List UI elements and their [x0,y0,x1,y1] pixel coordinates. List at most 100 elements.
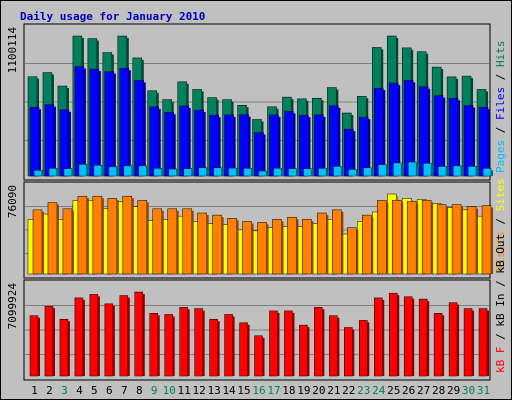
bar-hits-files-day-17-shade [278,116,281,176]
x-tick-label-1: 1 [31,384,38,397]
bar-sites-sites-day-16 [257,222,267,275]
bar-hits-pages-day-30-shade [476,168,479,176]
bar-hits-files-day-20-shade [323,116,326,176]
legend-entry-kb-f: kB F [494,347,507,374]
bar-kbytes-kb-f-day-1 [29,315,39,377]
bar-kbytes-kb-f-day-24-shade [382,299,385,376]
x-tick-label-2: 2 [46,384,53,397]
bar-hits-pages-day-25-shade [401,164,404,176]
legend-separator: / [494,274,507,294]
bar-sites-sites-day-30 [466,206,477,275]
bar-hits-pages-day-26-shade [416,164,419,176]
bar-kbytes-kb-f-day-12 [194,308,203,377]
y-axis-max-label: 76090 [6,185,19,218]
bar-hits-pages-day-21-shade [341,168,344,176]
bar-hits-pages-day-10-shade [176,171,179,176]
legend-sites: Visits / Sites [494,178,507,271]
bar-hits-files-day-21 [329,105,339,177]
bar-kbytes-kb-f-day-9 [149,313,158,377]
bar-kbytes-kb-f-day-27 [418,298,428,377]
bar-sites-sites-day-5 [92,195,103,275]
bar-hits-pages-day-3-shade [71,170,74,176]
x-tick-label-5: 5 [91,384,98,397]
bar-hits-files-day-22-shade [353,131,356,176]
bar-hits-pages-day-27 [422,163,432,177]
legend-separator: / [494,327,507,347]
bar-sites-sites-day-14 [227,218,237,275]
bar-sites-sites-day-15 [242,221,252,275]
x-tick-label-17: 17 [267,384,280,397]
bar-sites-sites-day-25-shade [401,202,404,274]
bar-hits-pages-day-24-shade [386,166,389,176]
bar-hits-files-day-6 [104,71,115,177]
bar-hits-pages-day-3 [63,168,73,177]
bar-hits-files-day-8 [134,80,145,177]
bar-sites-sites-day-22 [347,227,357,275]
bar-sites-sites-day-12-shade [206,215,209,274]
bar-hits-pages-day-13 [213,167,222,177]
bar-kbytes-kb-f-day-23-shade [367,322,370,376]
legend-entry-kb-in: kB In [494,294,507,327]
bar-sites-sites-day-26-shade [416,203,419,274]
bar-hits-pages-day-19-shade [311,170,314,176]
bar-kbytes-kb-f-day-16-shade [262,337,265,376]
bar-hits-files-day-15 [239,114,249,177]
bar-kbytes-kb-f-day-20 [314,307,323,377]
bar-hits-pages-day-16 [258,170,267,177]
bar-kbytes-kb-f-day-12-shade [202,310,205,376]
bar-kbytes-kb-f-day-25-shade [397,295,400,376]
bar-kbytes-kb-f-day-15-shade [247,324,250,376]
y-axis-max-label: 1100114 [6,27,19,74]
bar-sites-sites-day-13-shade [221,217,224,274]
bar-hits-files-day-1-shade [39,109,41,176]
bar-kbytes-kb-f-day-22 [344,327,353,377]
legend-entry-visits: Visits [494,231,507,271]
bar-hits-pages-day-28 [437,166,447,177]
bar-hits-pages-day-2-shade [56,170,59,176]
bar-hits-files-day-1 [29,107,40,177]
bar-sites-sites-day-28-shade [446,206,449,274]
bar-hits-files-day-17 [269,114,279,177]
bar-hits-files-day-12 [194,109,204,177]
bar-kbytes-kb-f-day-28-shade [442,315,445,376]
bar-hits-pages-day-26 [407,161,417,177]
bar-sites-sites-day-25 [391,200,402,275]
bar-sites-sites-day-18 [287,216,297,275]
bar-kbytes-kb-f-day-10-shade [172,316,175,376]
x-tick-label-22: 22 [342,384,355,397]
bar-hits-pages-day-4-shade [86,166,89,176]
bar-hits-files-day-7 [119,67,130,177]
bar-kbytes-kb-f-day-8-shade [142,294,145,376]
bar-hits-files-day-27 [418,86,429,177]
bar-hits-files-day-10 [164,112,174,177]
bar-kbytes-kb-f-day-25 [388,292,398,377]
bar-hits-files-day-28-shade [443,97,446,176]
bar-hits-pages-day-4 [78,164,88,177]
bar-hits-files-day-20 [314,114,324,177]
x-tick-label-14: 14 [222,384,236,397]
bar-kbytes-kb-f-day-2-shade [52,308,55,376]
bar-hits-pages-day-15 [243,168,252,177]
bar-hits-files-day-11 [179,105,189,177]
bar-hits-pages-day-21 [333,166,342,177]
legend-entry-sites: Sites [494,178,507,211]
bar-hits-files-day-10-shade [173,114,176,176]
bar-hits-pages-day-5 [93,164,103,177]
bar-hits-files-day-23 [359,116,369,177]
bar-hits-pages-day-19 [303,168,312,177]
bar-hits-files-day-24-shade [383,90,386,176]
x-tick-label-23: 23 [357,384,370,397]
bar-sites-sites-day-21 [332,209,342,275]
bar-kbytes-kb-f-day-18 [284,310,293,377]
bar-sites-sites-day-6 [107,198,118,275]
bar-hits-pages-day-12 [198,167,207,177]
x-tick-label-20: 20 [312,384,325,397]
x-tick-label-15: 15 [237,384,250,397]
legend-entry-kb-out: kB Out [494,234,507,274]
bar-hits-pages-day-14-shade [236,170,239,176]
bar-kbytes-kb-f-day-1-shade [38,317,40,376]
bar-sites-sites-day-9-shade [161,210,164,274]
bar-hits-files-day-4-shade [83,68,86,176]
bar-kbytes-kb-f-day-14 [224,314,233,377]
